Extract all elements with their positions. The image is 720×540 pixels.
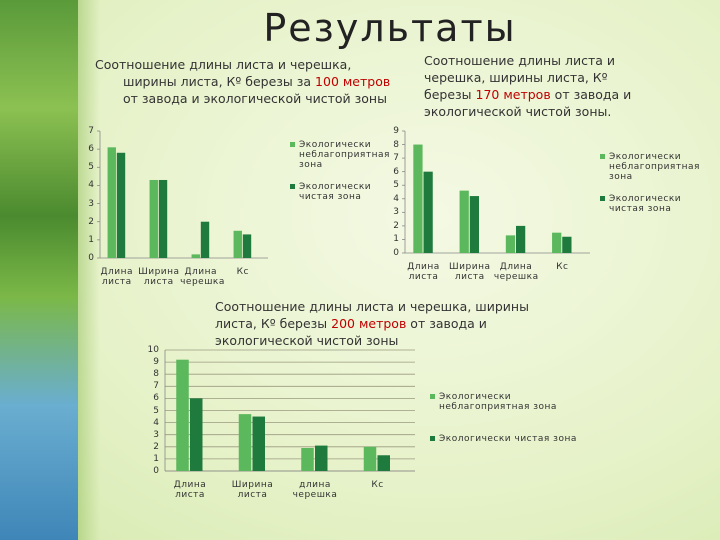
y-tick-label: 7 [393,153,399,164]
bar [107,147,116,258]
y-tick-label: 10 [147,345,159,355]
legend-label: Экологически неблагоприятная зона [609,152,700,182]
y-tick-label: 2 [153,441,159,452]
legend-swatch [600,196,605,201]
y-tick-label: 6 [153,393,159,404]
chart-caption: Соотношение длины листа и черешка, ширин… [95,56,393,107]
caption-part: Соотношение длины листа и черешка, ширин… [424,53,616,102]
x-tick-label: Ширина листа [449,262,491,282]
slide-title: Результаты [263,6,517,50]
y-tick-label: 6 [393,166,399,177]
y-tick-label: 7 [88,126,94,136]
image-fade [78,0,100,540]
y-tick-label: 1 [393,234,399,245]
x-tick-label: Кс [236,267,249,277]
x-tick-label: Длина листа [407,262,440,282]
x-tick-label: Длина листа [100,267,134,287]
y-tick-label: 1 [88,234,94,245]
y-tick-label: 1 [153,453,159,464]
bar [469,196,479,253]
leaf-image [0,0,78,540]
x-tick-label: Кс [556,262,569,272]
y-tick-label: 2 [88,216,94,227]
y-tick-label: 9 [393,126,399,136]
y-tick-label: 5 [88,162,94,173]
y-tick-label: 5 [153,405,159,416]
bar [377,455,390,471]
x-tick-label: Ширина листа [138,267,180,287]
legend-swatch [290,142,295,147]
legend-swatch [600,154,605,159]
y-tick-label: 4 [88,180,94,191]
bar [301,448,314,471]
y-tick-label: 8 [393,139,399,150]
caption-part: 170 метров [475,87,551,102]
legend-swatch [430,394,435,399]
bar [459,190,469,253]
chart-caption: Соотношение длины листа и черешка, ширин… [424,52,659,120]
bar [562,236,572,253]
y-tick-label: 7 [153,381,159,392]
legend-label: Экологически чистая зона [439,434,577,444]
bar [423,171,433,253]
y-tick-label: 9 [153,357,159,368]
x-tick-label: Длина черешка [180,267,225,287]
bar [315,445,328,471]
y-tick-label: 0 [153,466,159,476]
legend-label: Экологически неблагоприятная зона [439,392,557,412]
bar [363,446,377,471]
y-tick-label: 3 [88,198,94,209]
caption-part: 200 метров [331,316,407,331]
bar [149,179,158,258]
legend-swatch [430,436,435,441]
chart-caption: Соотношение длины листа и черешка, ширин… [215,298,545,349]
caption-part: 100 метров [315,74,391,89]
bar [176,359,189,471]
bar [516,225,526,253]
y-tick-label: 3 [393,207,399,218]
caption-part: Соотношение длины листа и черешка, ширин… [95,57,352,89]
bar [552,232,562,253]
y-tick-label: 6 [88,144,94,155]
caption-part: Соотношение длины листа и черешка, ширин… [215,299,529,331]
x-tick-label: Кс [371,480,384,490]
y-tick-label: 0 [393,248,399,258]
bar [158,179,168,258]
x-tick-label: Длина черешка [493,262,539,282]
y-tick-label: 3 [153,429,159,440]
bar [413,144,423,253]
y-tick-label: 8 [153,369,159,380]
legend-swatch [290,184,295,189]
bar [252,416,265,471]
caption-part: от завода и экологической чистой зоны. [424,87,632,119]
bar [191,254,200,258]
bar [242,234,252,258]
caption-part: от завода и экологической чистой зоны [215,316,487,348]
legend-label: Экологически чистая зона [299,182,372,202]
legend-label: Экологически неблагоприятная зона [299,140,390,170]
y-tick-label: 0 [88,253,94,263]
bar [200,221,210,258]
x-tick-label: Ширина листа [231,480,274,500]
bar [238,414,252,471]
bar [190,398,203,471]
legend-label: Экологически чистая зона [609,194,682,214]
bar [233,230,242,258]
x-tick-label: Длина листа [173,480,207,500]
y-tick-label: 5 [393,180,399,191]
y-tick-label: 4 [393,193,399,204]
bar [116,152,126,258]
caption-part: от завода и экологической чистой зоны [123,91,387,106]
y-tick-label: 2 [393,220,399,231]
bar [505,235,516,253]
x-tick-label: длина черешка [292,480,338,500]
y-tick-label: 4 [153,417,159,428]
